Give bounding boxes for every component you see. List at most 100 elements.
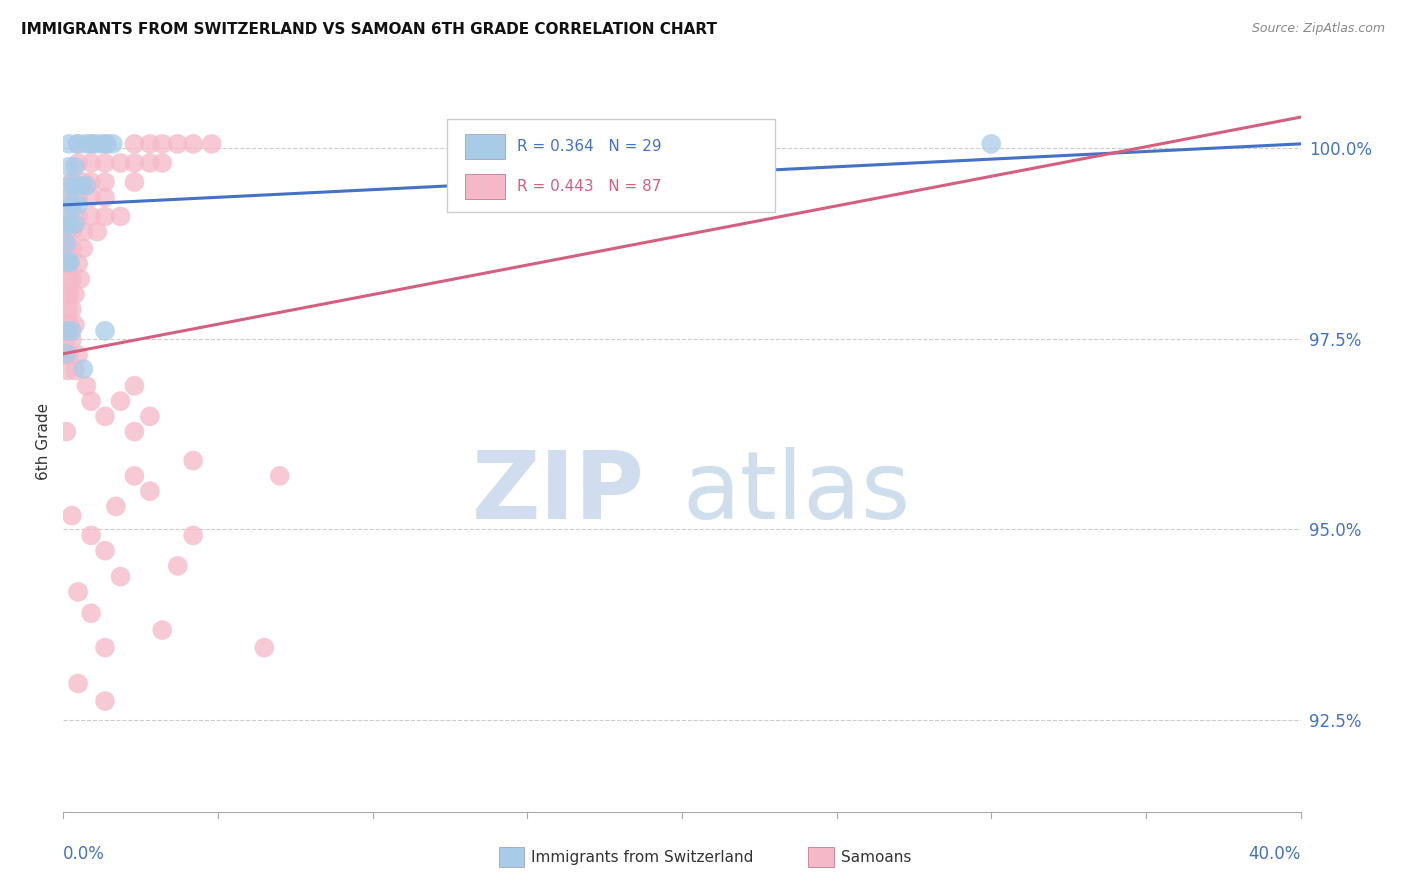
Point — [63, 363, 86, 377]
Point — [124, 136, 146, 151]
Point — [63, 160, 86, 174]
Point — [56, 272, 79, 286]
Point — [72, 225, 94, 239]
Point — [63, 217, 86, 231]
Point — [181, 136, 204, 151]
Point — [110, 156, 132, 170]
Point — [75, 136, 97, 151]
Point — [58, 160, 80, 174]
Point — [101, 136, 124, 151]
Point — [67, 257, 90, 271]
FancyBboxPatch shape — [447, 120, 775, 212]
Y-axis label: 6th Grade: 6th Grade — [37, 403, 52, 480]
Text: Immigrants from Switzerland: Immigrants from Switzerland — [531, 850, 754, 864]
Point — [80, 528, 103, 542]
Point — [60, 302, 83, 317]
Point — [60, 333, 83, 347]
Point — [181, 528, 204, 542]
Point — [60, 242, 83, 256]
Point — [80, 607, 103, 621]
Point — [72, 362, 94, 376]
Point — [94, 324, 117, 338]
Point — [59, 255, 82, 269]
Point — [60, 508, 83, 523]
Point — [67, 348, 90, 362]
Point — [60, 198, 83, 212]
Point — [58, 257, 80, 271]
Point — [253, 640, 276, 655]
Point — [717, 136, 740, 151]
FancyBboxPatch shape — [465, 135, 505, 160]
Point — [63, 287, 86, 301]
Point — [55, 348, 77, 362]
Point — [139, 136, 162, 151]
Point — [55, 333, 77, 347]
Point — [67, 676, 90, 690]
Point — [80, 190, 103, 204]
Point — [94, 156, 117, 170]
Text: R = 0.443   N = 87: R = 0.443 N = 87 — [517, 179, 662, 194]
Point — [56, 198, 79, 212]
Point — [67, 585, 90, 599]
Point — [63, 318, 86, 332]
Point — [55, 318, 77, 332]
Point — [60, 324, 83, 338]
Text: R = 0.364   N = 29: R = 0.364 N = 29 — [517, 139, 662, 154]
Point — [94, 175, 117, 189]
Point — [90, 136, 114, 151]
Point — [55, 324, 77, 338]
Point — [94, 543, 117, 558]
Point — [55, 217, 77, 231]
Point — [55, 242, 77, 256]
Point — [124, 156, 146, 170]
Point — [56, 363, 79, 377]
Text: 40.0%: 40.0% — [1249, 845, 1301, 863]
Point — [56, 255, 79, 269]
Point — [80, 394, 103, 409]
Point — [124, 469, 146, 483]
Point — [124, 379, 146, 393]
Point — [84, 136, 107, 151]
Point — [55, 257, 77, 271]
Point — [80, 136, 103, 151]
Point — [80, 210, 103, 224]
Point — [139, 484, 162, 499]
Point — [55, 425, 77, 439]
Point — [269, 469, 291, 483]
Point — [58, 190, 80, 204]
Point — [166, 136, 188, 151]
Point — [60, 175, 83, 189]
Point — [55, 287, 77, 301]
Point — [55, 225, 77, 239]
Point — [58, 136, 80, 151]
Text: 0.0%: 0.0% — [63, 845, 105, 863]
Point — [69, 272, 91, 286]
Point — [72, 175, 94, 189]
Point — [139, 409, 162, 424]
Point — [94, 640, 117, 655]
Point — [67, 198, 90, 212]
Point — [94, 190, 117, 204]
Point — [56, 178, 79, 193]
Point — [110, 569, 132, 583]
Point — [55, 347, 77, 361]
Point — [150, 136, 173, 151]
FancyBboxPatch shape — [465, 174, 505, 200]
Point — [94, 694, 117, 708]
Point — [80, 136, 103, 151]
Point — [56, 302, 79, 317]
Point — [67, 156, 90, 170]
Point — [150, 156, 173, 170]
Point — [76, 178, 98, 193]
Point — [124, 425, 146, 439]
Point — [58, 348, 80, 362]
Point — [60, 272, 83, 286]
Text: IMMIGRANTS FROM SWITZERLAND VS SAMOAN 6TH GRADE CORRELATION CHART: IMMIGRANTS FROM SWITZERLAND VS SAMOAN 6T… — [21, 22, 717, 37]
Text: Samoans: Samoans — [841, 850, 911, 864]
Point — [63, 178, 86, 193]
Point — [67, 136, 90, 151]
Point — [110, 210, 132, 224]
Point — [86, 225, 108, 239]
Point — [66, 136, 89, 151]
Point — [94, 136, 117, 151]
